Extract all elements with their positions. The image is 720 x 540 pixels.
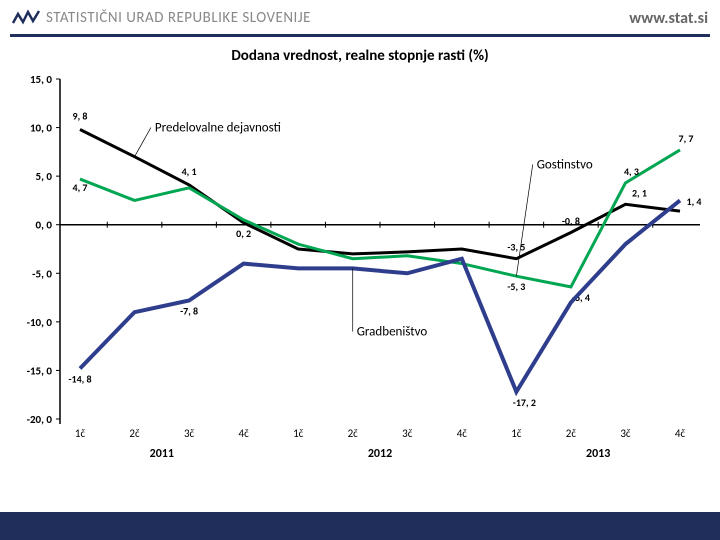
header: STATISTIČNI URAD REPUBLIKE SLOVENIJE www…: [0, 0, 720, 32]
data-label: 7, 7: [679, 132, 694, 145]
svg-text:5, 0: 5, 0: [36, 170, 53, 183]
data-label: 2, 1: [632, 186, 647, 199]
chart-area: 15, 0 10, 0 5, 0 0, 0 -5, 0 -10, 0 -15, 0 -20, …: [10, 69, 710, 479]
svg-text:2012: 2012: [368, 447, 392, 461]
data-label: 4, 1: [182, 165, 197, 178]
svg-text:4č: 4č: [457, 427, 468, 440]
svg-text:1č: 1č: [511, 427, 522, 440]
footer-bar: [0, 512, 720, 540]
data-label: 0, 2: [236, 227, 251, 240]
svg-text:2013: 2013: [586, 447, 610, 461]
series-label: Gradbeništvo: [357, 325, 428, 340]
data-label: 4, 7: [73, 181, 88, 194]
svg-text:3č: 3č: [620, 427, 631, 440]
svg-text:3č: 3č: [184, 427, 195, 440]
svg-text:-10, 0: -10, 0: [27, 316, 53, 329]
data-label: -14, 8: [68, 372, 91, 385]
series-label: Gostinstvo: [537, 157, 593, 172]
header-divider: [10, 34, 710, 37]
data-label: -5, 3: [507, 280, 525, 293]
svg-text:2č: 2č: [566, 427, 577, 440]
svg-text:15, 0: 15, 0: [30, 73, 52, 86]
stat-logo-icon: [12, 8, 40, 28]
svg-text:-5, 0: -5, 0: [32, 267, 52, 280]
chart-title: Dodana vrednost, realne stopnje rasti (%…: [0, 47, 720, 65]
svg-text:3č: 3č: [402, 427, 413, 440]
data-label: -0, 8: [562, 214, 580, 227]
data-label: 1, 4: [687, 195, 702, 208]
svg-text:4č: 4č: [239, 427, 250, 440]
data-label: -17, 2: [513, 396, 536, 409]
data-label: 4, 3: [624, 165, 639, 178]
svg-text:2011: 2011: [150, 447, 174, 461]
svg-text:1č: 1č: [75, 427, 86, 440]
site-url: www.stat.si: [629, 9, 708, 28]
series-label: Predelovalne dejavnosti: [155, 121, 281, 136]
svg-text:2č: 2č: [129, 427, 140, 440]
chart-svg: 15, 0 10, 0 5, 0 0, 0 -5, 0 -10, 0 -15, 0 -20, …: [10, 69, 710, 479]
svg-text:10, 0: 10, 0: [30, 122, 52, 135]
org-name: STATISTIČNI URAD REPUBLIKE SLOVENIJE: [46, 9, 311, 27]
svg-text:4č: 4č: [675, 427, 686, 440]
svg-text:0, 0: 0, 0: [36, 219, 53, 232]
data-label: 9, 8: [73, 110, 88, 123]
series-Predelovalne dejavnosti: [80, 130, 680, 259]
data-label: -3, 5: [507, 241, 525, 254]
svg-text:-15, 0: -15, 0: [27, 364, 53, 377]
series-Gradbeništvo: [80, 200, 680, 391]
data-label: -7, 8: [180, 304, 198, 317]
svg-text:-20, 0: -20, 0: [27, 413, 53, 426]
svg-text:2č: 2č: [348, 427, 359, 440]
svg-text:1č: 1č: [293, 427, 304, 440]
